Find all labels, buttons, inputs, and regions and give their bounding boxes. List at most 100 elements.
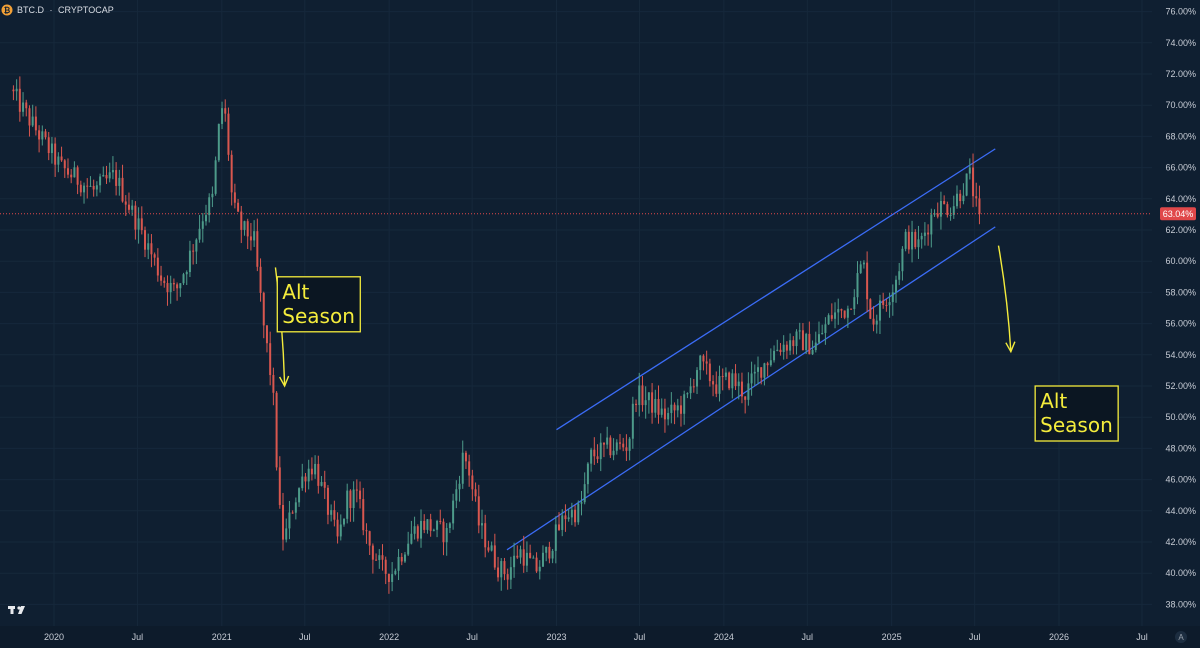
y-tick-label: 72.00% xyxy=(1165,69,1196,79)
candle-body xyxy=(474,489,477,497)
candle-body xyxy=(570,509,573,518)
candle-body xyxy=(201,221,204,229)
candle-body xyxy=(44,131,47,138)
candle-body xyxy=(724,372,727,377)
candle-body xyxy=(885,304,888,306)
candle-body xyxy=(278,467,281,505)
candle-body xyxy=(779,349,782,352)
candle-body xyxy=(301,476,304,489)
candle-body xyxy=(211,193,214,198)
candle-body xyxy=(28,108,31,126)
candle-body xyxy=(387,573,390,582)
x-tick-label: Jul xyxy=(1136,632,1148,642)
candle-body xyxy=(888,302,891,306)
candle-body xyxy=(875,320,878,325)
candle-body xyxy=(500,561,503,578)
candle-body xyxy=(638,385,641,406)
arrow-shaft xyxy=(997,245,1012,352)
candle-body xyxy=(686,393,689,395)
candle-body xyxy=(224,108,227,114)
arrow-head xyxy=(279,375,290,388)
candle-body xyxy=(602,442,605,445)
candle-body xyxy=(657,398,660,415)
x-tick-label: Jul xyxy=(802,632,814,642)
candle-body xyxy=(304,476,307,482)
candle-body xyxy=(310,468,313,475)
candle-body xyxy=(558,524,561,530)
candle-body xyxy=(208,197,211,216)
candle-body xyxy=(747,383,750,400)
symbol-header[interactable]: ₿ BTC.D · CRYPTOCAP xyxy=(1,4,114,16)
candle-body xyxy=(22,102,25,112)
bitcoin-icon xyxy=(1,4,13,16)
candle-body xyxy=(63,160,66,169)
candle-body xyxy=(959,193,962,202)
svg-text:₿: ₿ xyxy=(4,6,11,15)
x-tick-label: 2020 xyxy=(44,632,64,642)
candle-body xyxy=(60,156,63,161)
candle-body xyxy=(939,200,942,217)
candle-body xyxy=(599,442,602,460)
candle-body xyxy=(943,200,946,205)
candle-body xyxy=(551,550,554,559)
candle-body xyxy=(397,556,400,571)
candle-body xyxy=(740,381,743,397)
candle-body xyxy=(785,344,788,351)
candle-body xyxy=(243,221,246,230)
candle-body xyxy=(166,283,169,293)
x-tick-label: 2021 xyxy=(212,632,232,642)
candle-body xyxy=(978,198,981,214)
candle-body xyxy=(275,392,278,468)
candle-body xyxy=(525,552,528,566)
candle-body xyxy=(204,215,207,222)
candle-body xyxy=(506,574,509,580)
candle-body xyxy=(172,282,175,285)
candle-body xyxy=(766,363,769,366)
candle-body xyxy=(400,556,403,562)
candle-body xyxy=(54,143,57,165)
candle-body xyxy=(708,363,711,382)
candle-body xyxy=(73,167,76,178)
channel-upper-line xyxy=(556,148,996,431)
x-tick-label: 2023 xyxy=(546,632,566,642)
y-tick-label: 58.00% xyxy=(1165,287,1196,297)
candle-body xyxy=(150,243,153,255)
candle-body xyxy=(522,549,525,566)
candle-body xyxy=(962,195,965,202)
candle-body xyxy=(195,239,198,252)
y-tick-label: 48.00% xyxy=(1165,443,1196,453)
candle-body xyxy=(683,394,686,414)
candle-body xyxy=(923,232,926,236)
x-tick-label: Jul xyxy=(132,632,144,642)
candle-body xyxy=(782,344,785,352)
x-axis-panel xyxy=(0,626,1200,648)
y-tick-label: 56.00% xyxy=(1165,319,1196,329)
candle-body xyxy=(371,545,374,560)
candle-body xyxy=(545,546,548,553)
candle-body xyxy=(188,250,191,273)
candle-body xyxy=(359,490,362,500)
candle-body xyxy=(843,310,846,318)
candle-body xyxy=(635,403,638,406)
candle-body xyxy=(12,89,15,92)
candle-body xyxy=(965,173,968,196)
candle-body xyxy=(773,350,776,361)
candle-body xyxy=(509,567,512,580)
candle-body xyxy=(121,177,124,202)
candle-body xyxy=(789,340,792,351)
tradingview-logo-icon[interactable] xyxy=(8,606,25,614)
candle-body xyxy=(99,176,102,186)
candle-body xyxy=(898,271,901,280)
candle-body xyxy=(904,231,907,249)
candle-body xyxy=(317,463,320,486)
candle-body xyxy=(323,481,326,488)
candle-body xyxy=(911,231,914,250)
x-axis: 2020 Jul 2021 Jul 2022 Jul 2023 Jul 2024 Jul 2025 J… xyxy=(44,632,1148,642)
y-axis-panel xyxy=(1152,0,1200,626)
y-tick-label: 54.00% xyxy=(1165,350,1196,360)
candle-body xyxy=(968,167,971,174)
auto-scale-button[interactable]: A xyxy=(1175,631,1187,643)
